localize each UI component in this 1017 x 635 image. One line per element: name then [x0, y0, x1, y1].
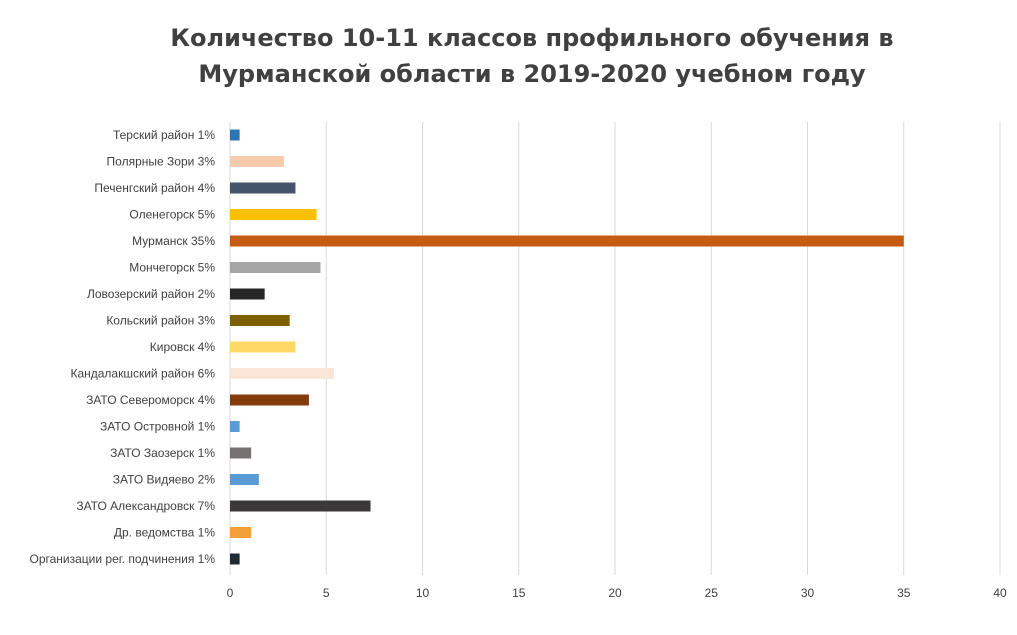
- category-label: ЗАТО Александровск 7%: [76, 499, 215, 513]
- category-label: Кандалакшский район 6%: [70, 367, 215, 381]
- x-tick-label: 20: [608, 586, 622, 600]
- x-tick-label: 10: [416, 586, 430, 600]
- x-tick-label: 15: [512, 586, 526, 600]
- category-label: ЗАТО Видяево 2%: [113, 473, 216, 487]
- category-label: Мурманск 35%: [132, 234, 215, 248]
- category-label: Ловозерский район 2%: [87, 287, 215, 301]
- bar: [230, 288, 265, 300]
- category-label: Терский район 1%: [113, 128, 215, 142]
- category-label: ЗАТО Островной 1%: [100, 420, 215, 434]
- bar: [230, 394, 309, 406]
- bar: [230, 500, 371, 512]
- bar: [230, 553, 240, 565]
- x-tick-label: 40: [993, 586, 1007, 600]
- bar: [230, 368, 334, 379]
- category-label: Др. ведомства 1%: [114, 526, 215, 540]
- bar: [230, 447, 252, 459]
- category-label: Организации рег. подчинения 1%: [29, 552, 215, 566]
- bar: [230, 209, 317, 220]
- category-label: Кольский район 3%: [106, 314, 215, 328]
- bar: [230, 156, 284, 167]
- x-tick-label: 5: [323, 586, 330, 600]
- category-label: Печенгский район 4%: [94, 181, 215, 195]
- bar: [230, 262, 321, 273]
- x-tick-label: 35: [897, 586, 911, 600]
- bar: [230, 527, 252, 538]
- bar: [230, 421, 240, 432]
- bar: [230, 315, 290, 326]
- bar: [230, 341, 296, 353]
- category-label: ЗАТО Североморск 4%: [86, 393, 215, 407]
- category-label: Оленегорск 5%: [129, 208, 215, 222]
- x-tick-label: 0: [227, 586, 234, 600]
- x-tick-label: 30: [801, 586, 815, 600]
- bar: [230, 474, 259, 485]
- chart-title: Количество 10-11 классов профильного обу…: [170, 24, 894, 88]
- category-label: ЗАТО Заозерск 1%: [110, 446, 215, 460]
- bar: [230, 182, 296, 194]
- category-label: Полярные Зори 3%: [107, 155, 216, 169]
- category-label: Мончегорск 5%: [129, 261, 215, 275]
- bar: [230, 235, 904, 247]
- category-label: Кировск 4%: [150, 340, 216, 354]
- bar: [230, 129, 240, 141]
- x-tick-label: 25: [705, 586, 719, 600]
